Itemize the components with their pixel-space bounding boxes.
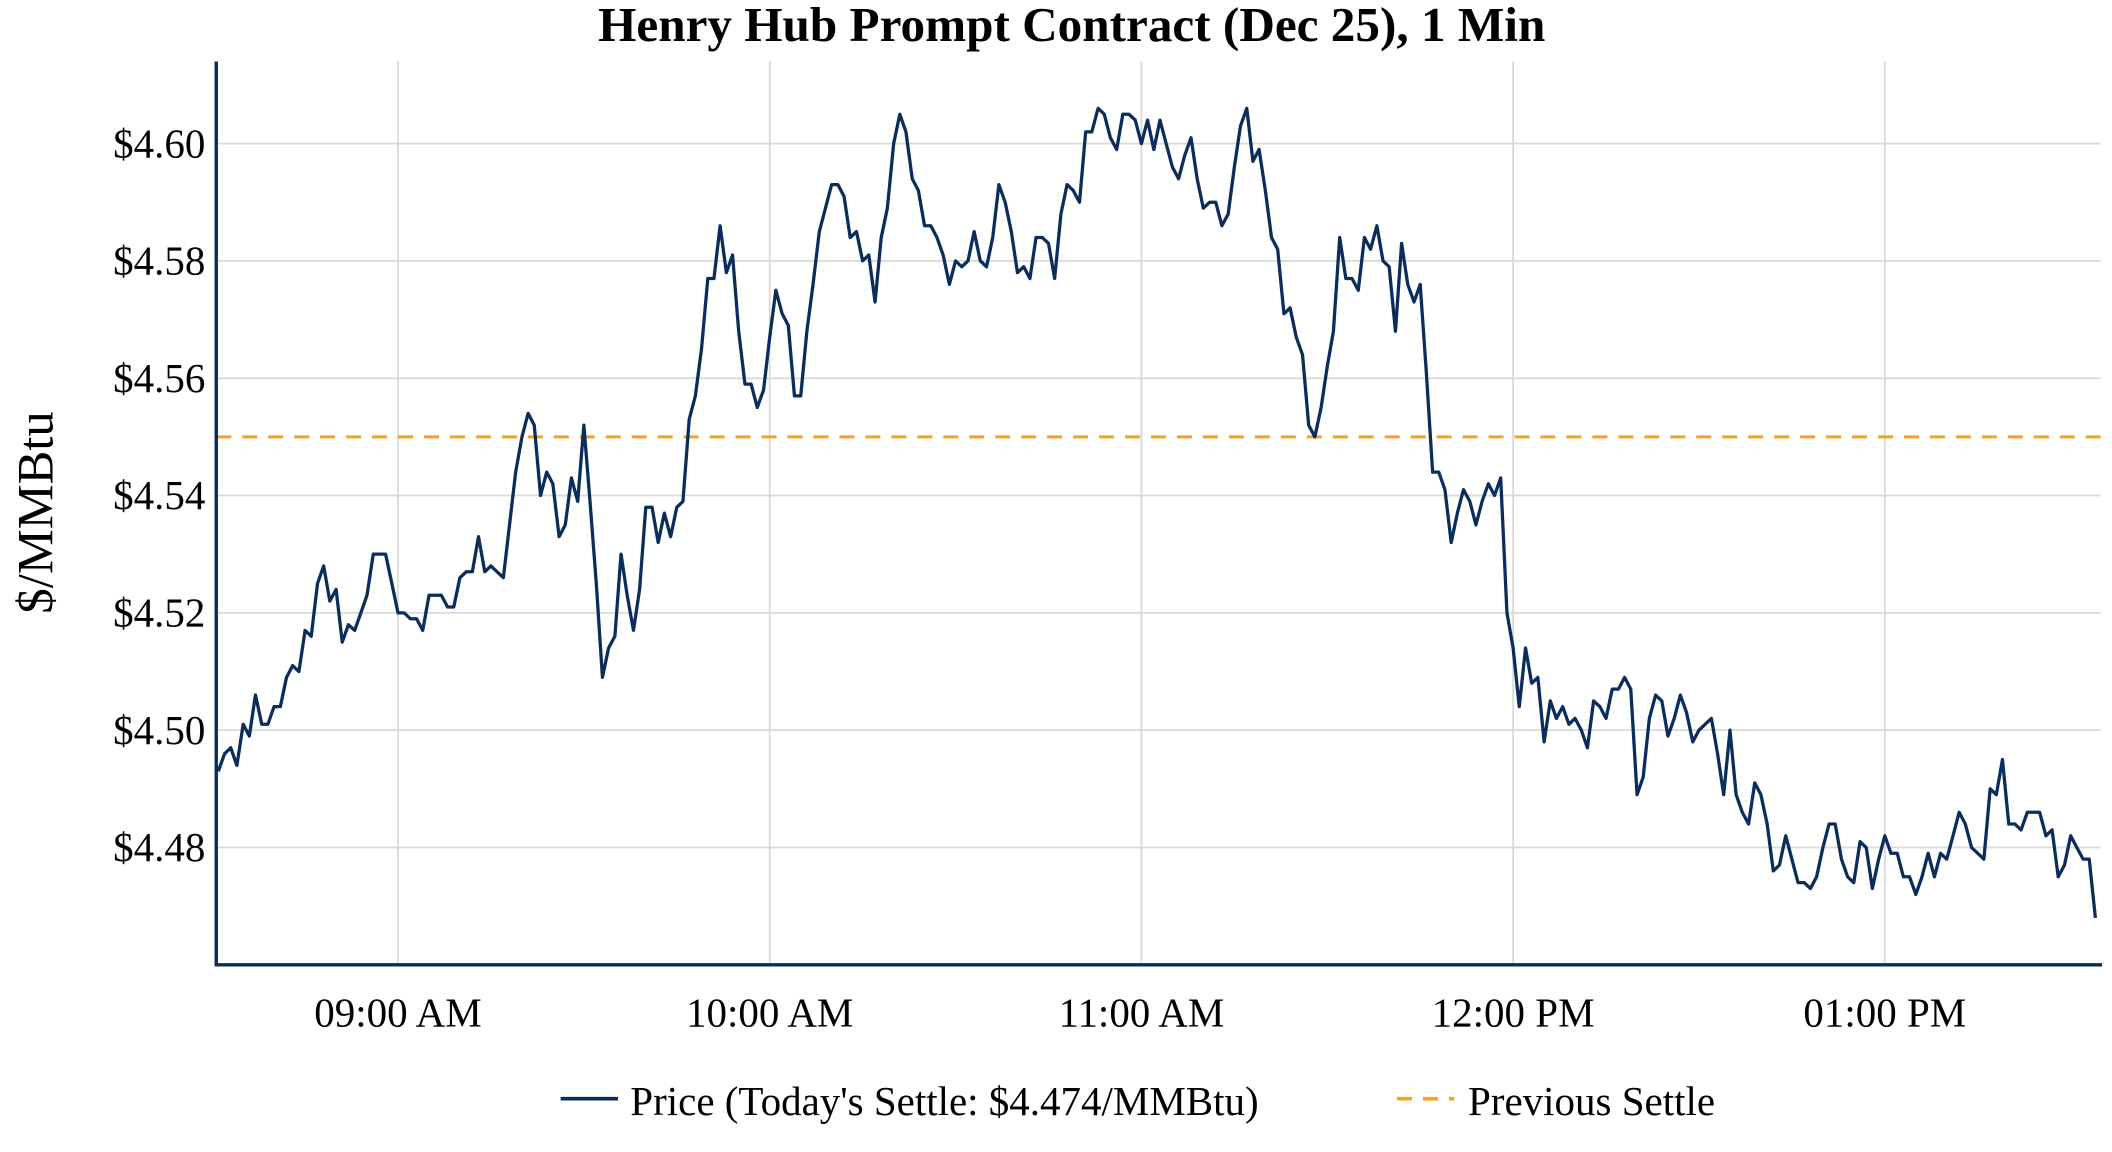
y-tick-label: $4.50: [113, 707, 205, 753]
y-tick-label: $4.58: [113, 238, 205, 284]
x-tick-label: 01:00 PM: [1803, 989, 1966, 1035]
y-tick-label: $4.52: [113, 590, 205, 636]
y-tick-label: $4.54: [113, 472, 205, 518]
legend: Price (Today's Settle: $4.474/MMBtu) Pre…: [560, 1078, 1715, 1124]
y-axis-label: $/MMBtu: [7, 411, 63, 613]
x-tick-label: 12:00 PM: [1432, 989, 1595, 1035]
y-axis-ticks: $4.48 $4.50 $4.52 $4.54 $4.56 $4.58 $4.60: [113, 120, 205, 870]
y-tick-label: $4.56: [113, 355, 205, 401]
x-tick-label: 11:00 AM: [1058, 989, 1224, 1035]
price-series-line: [216, 106, 2098, 919]
legend-previous-settle-label: Previous Settle: [1468, 1078, 1715, 1124]
y-tick-label: $4.48: [113, 824, 205, 870]
x-axis-ticks: 09:00 AM 10:00 AM 11:00 AM 12:00 PM 01:00 PM: [314, 989, 1966, 1035]
grid-lines: [216, 61, 2101, 965]
y-tick-label: $4.60: [113, 120, 205, 166]
x-tick-label: 09:00 AM: [314, 989, 481, 1035]
chart-title: Henry Hub Prompt Contract (Dec 25), 1 Mi…: [598, 0, 1545, 52]
x-tick-label: 10:00 AM: [686, 989, 853, 1035]
legend-price-label: Price (Today's Settle: $4.474/MMBtu): [630, 1078, 1258, 1124]
